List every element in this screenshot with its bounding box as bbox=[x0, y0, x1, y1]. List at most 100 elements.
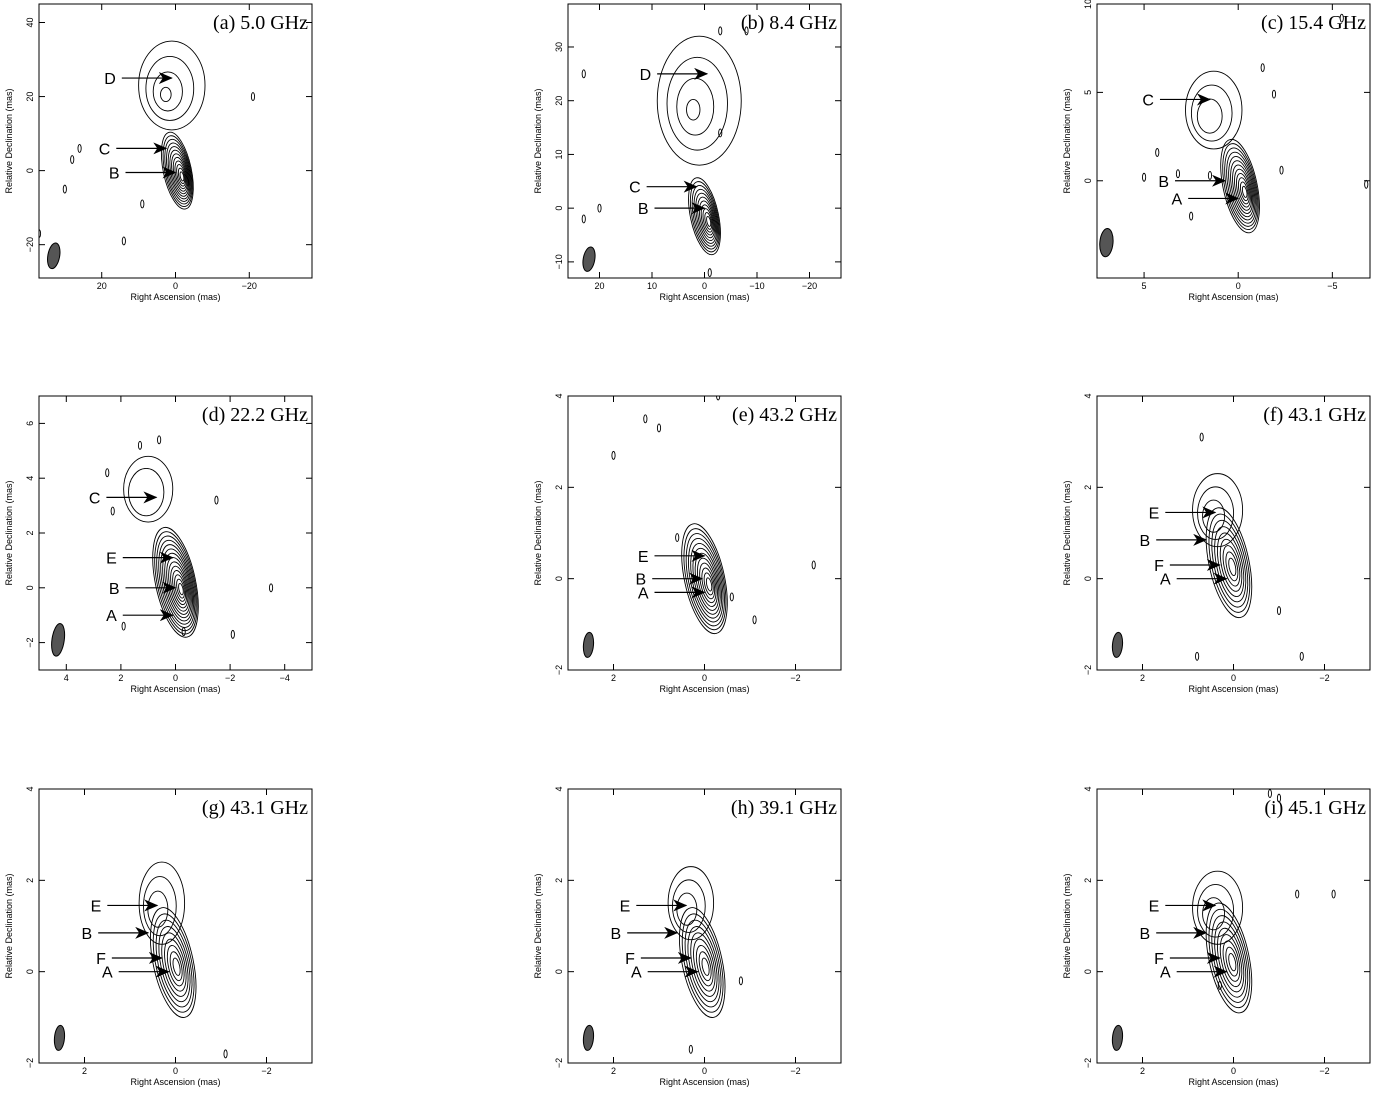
core-contour bbox=[178, 583, 184, 596]
noise-contour bbox=[738, 976, 743, 986]
noise-contour bbox=[718, 26, 723, 36]
y-tick-label: −10 bbox=[554, 254, 564, 269]
contour-map bbox=[667, 866, 743, 1054]
component-label-B: B bbox=[1140, 533, 1151, 550]
noise-contour bbox=[1295, 889, 1300, 899]
jet-contour bbox=[138, 40, 206, 131]
jet-contour bbox=[672, 879, 706, 933]
component-label-F: F bbox=[96, 951, 106, 968]
x-tick-label: −2 bbox=[790, 673, 800, 683]
noise-contour bbox=[581, 214, 586, 224]
y-tick-label: 0 bbox=[25, 585, 35, 590]
panel-title: (g) 43.1 GHz bbox=[202, 797, 308, 819]
component-label-A: A bbox=[1160, 572, 1171, 589]
core-contour bbox=[1222, 940, 1241, 982]
x-tick-label: −4 bbox=[280, 673, 290, 683]
x-axis-label: Right Ascension (mas) bbox=[1188, 292, 1278, 302]
component-label-E: E bbox=[1149, 505, 1160, 522]
jet-contour bbox=[128, 468, 165, 517]
jet-contour bbox=[123, 455, 174, 523]
beam-ellipse bbox=[47, 242, 61, 270]
y-tick-label: 10 bbox=[1083, 0, 1093, 9]
core-contour bbox=[158, 539, 196, 628]
noise-contour bbox=[39, 229, 42, 239]
x-tick-label: −10 bbox=[749, 281, 764, 291]
core-contour bbox=[701, 957, 710, 976]
y-axis-label: Relative Declination (mas) bbox=[1062, 873, 1072, 978]
core-contour bbox=[1225, 551, 1239, 582]
core-contour bbox=[1230, 160, 1255, 218]
component-label-E: E bbox=[1149, 898, 1160, 915]
x-tick-label: 0 bbox=[173, 673, 178, 683]
y-tick-label: −2 bbox=[554, 1058, 564, 1068]
x-tick-label: 5 bbox=[1142, 281, 1147, 291]
y-tick-label: 4 bbox=[1083, 786, 1093, 791]
y-tick-label: 0 bbox=[554, 969, 564, 974]
component-label-A: A bbox=[106, 608, 117, 625]
y-tick-label: −20 bbox=[25, 237, 35, 252]
y-tick-label: 2 bbox=[1083, 878, 1093, 883]
noise-contour bbox=[70, 155, 75, 164]
component-label-D: D bbox=[104, 71, 116, 88]
x-tick-label: 20 bbox=[97, 281, 107, 291]
core-contour bbox=[156, 535, 197, 632]
noise-contour bbox=[1155, 148, 1160, 157]
jet-contour bbox=[667, 866, 715, 941]
core-contour bbox=[1228, 953, 1237, 972]
core-contour bbox=[698, 200, 716, 239]
core-contour bbox=[154, 531, 198, 635]
noise-contour bbox=[268, 583, 274, 593]
plot-frame bbox=[1096, 3, 1371, 279]
panel-g: 2 0 −2 −2 0 2 4 Right Ascension (mas) Relative D… bbox=[4, 786, 313, 1087]
panel-i: 2 0 −2 −2 0 2 4 Right Ascension (mas) Relative D… bbox=[1062, 786, 1371, 1087]
y-tick-label: 6 bbox=[25, 421, 35, 426]
contour-map bbox=[138, 861, 228, 1059]
x-axis-label: Right Ascension (mas) bbox=[659, 1077, 749, 1087]
panel-title: (i) 45.1 GHz bbox=[1264, 797, 1366, 819]
core-contour bbox=[679, 907, 726, 1018]
noise-contour bbox=[110, 506, 115, 516]
y-tick-label: −2 bbox=[554, 665, 564, 675]
core-contour bbox=[150, 907, 197, 1018]
core-contour bbox=[698, 951, 712, 982]
y-tick-label: 2 bbox=[25, 878, 35, 883]
x-tick-label: 2 bbox=[82, 1066, 87, 1076]
component-label-B: B bbox=[1140, 926, 1151, 943]
core-contour bbox=[681, 523, 728, 635]
y-tick-label: 2 bbox=[554, 878, 564, 883]
noise-contour bbox=[1199, 432, 1204, 442]
panel-e: 2 0 −2 −2 0 2 4 Right Ascension (mas) Relative D… bbox=[533, 393, 842, 694]
y-tick-label: 0 bbox=[1083, 969, 1093, 974]
noise-contour bbox=[223, 1049, 228, 1059]
beam-ellipse bbox=[1111, 631, 1124, 658]
core-contour bbox=[1239, 181, 1249, 202]
y-tick-label: 30 bbox=[554, 42, 564, 52]
y-axis-label: Relative Declination (mas) bbox=[4, 480, 14, 585]
y-axis-label: Relative Declination (mas) bbox=[4, 873, 14, 978]
y-tick-label: 5 bbox=[1083, 90, 1093, 95]
core-contour bbox=[1241, 185, 1248, 198]
beam-ellipse bbox=[53, 1024, 66, 1051]
y-tick-label: 0 bbox=[25, 969, 35, 974]
x-tick-label: −5 bbox=[1327, 281, 1337, 291]
x-tick-label: 2 bbox=[611, 673, 616, 683]
beam-ellipse bbox=[582, 1024, 595, 1051]
core-contour bbox=[1219, 934, 1243, 988]
beam-ellipse bbox=[582, 246, 596, 272]
noise-contour bbox=[1331, 889, 1336, 899]
component-label-A: A bbox=[638, 585, 649, 602]
y-tick-label: 2 bbox=[554, 485, 564, 490]
beam-ellipse bbox=[582, 631, 595, 658]
y-axis-label: Relative Declination (mas) bbox=[533, 480, 543, 585]
core-contour bbox=[683, 528, 727, 631]
panel-title: (a) 5.0 GHz bbox=[213, 12, 308, 34]
core-contour bbox=[1220, 138, 1260, 234]
x-tick-label: 0 bbox=[702, 281, 707, 291]
core-contour bbox=[1232, 164, 1254, 214]
core-contour bbox=[681, 913, 724, 1013]
x-tick-label: −2 bbox=[1319, 1066, 1329, 1076]
component-label-F: F bbox=[1154, 558, 1164, 575]
noise-contour bbox=[214, 495, 219, 505]
component-label-C: C bbox=[1142, 92, 1154, 109]
x-tick-label: −2 bbox=[790, 1066, 800, 1076]
